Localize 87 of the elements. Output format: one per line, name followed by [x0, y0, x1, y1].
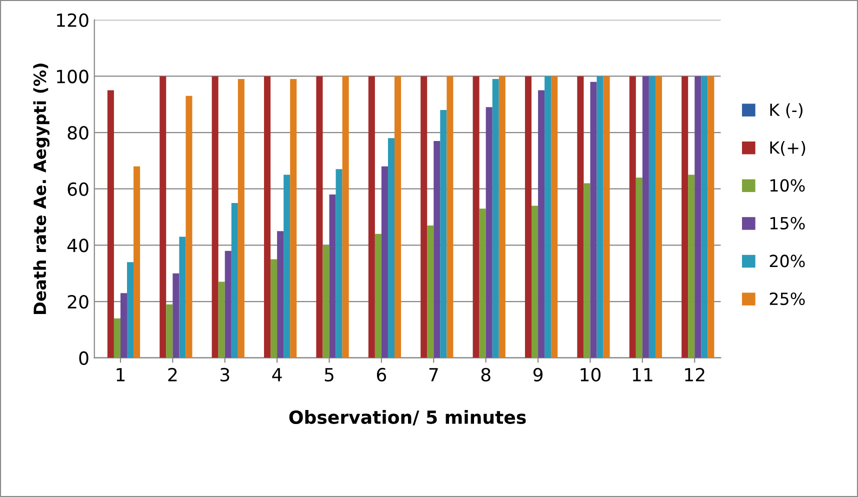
legend-label: 10%	[770, 179, 805, 192]
bar	[551, 76, 558, 358]
x-tick-label: 2	[168, 368, 177, 382]
bar	[107, 90, 114, 358]
bar	[179, 236, 186, 358]
x-tick-label: 12	[685, 368, 704, 382]
bar	[440, 110, 447, 358]
x-tick-label: 6	[376, 368, 386, 382]
y-tick-label: 0	[79, 351, 88, 365]
x-tick-label: 11	[632, 368, 652, 382]
bar	[434, 140, 440, 358]
x-axis-title: Observation/ 5 minutes	[289, 410, 526, 426]
bar	[127, 262, 134, 358]
bar	[277, 231, 284, 358]
bar	[186, 96, 192, 358]
bar	[381, 166, 388, 358]
bar	[120, 293, 127, 358]
bar	[538, 90, 545, 358]
x-tick-label: 8	[481, 368, 490, 382]
y-tick-label: 40	[67, 238, 88, 252]
bar	[172, 273, 180, 358]
bar	[682, 76, 688, 358]
bar	[427, 225, 434, 358]
bar	[388, 138, 394, 358]
x-tick-label: 3	[220, 368, 230, 382]
bar	[524, 76, 532, 358]
legend-label: K (-)	[770, 103, 802, 118]
bar	[336, 169, 342, 358]
y-tick-label: 60	[68, 182, 88, 196]
bar	[270, 259, 278, 358]
bar	[636, 178, 642, 358]
bar	[688, 174, 695, 358]
bar	[596, 76, 604, 358]
bar	[316, 76, 323, 358]
bar	[492, 79, 499, 358]
bar	[218, 282, 225, 358]
bar	[472, 76, 480, 358]
bar	[212, 76, 218, 358]
bar	[603, 76, 610, 358]
y-tick-label: 20	[68, 294, 88, 309]
bar	[238, 79, 244, 358]
bar	[701, 76, 708, 358]
bar	[224, 250, 232, 358]
bar	[655, 76, 662, 358]
bar	[368, 76, 375, 358]
bar	[290, 79, 297, 358]
y-tick-label: 120	[57, 13, 88, 27]
bar	[590, 82, 597, 358]
x-tick-label: 5	[324, 368, 334, 382]
bar	[322, 245, 330, 358]
legend-label: 15%	[770, 216, 805, 230]
x-tick-label: 4	[272, 368, 282, 382]
bar	[374, 234, 382, 358]
bar	[446, 76, 454, 358]
y-tick-label: 80	[68, 126, 88, 140]
bar	[134, 166, 140, 358]
bar	[642, 76, 649, 358]
x-tick-label: 9	[533, 368, 543, 382]
bar	[498, 76, 506, 358]
bar	[532, 206, 538, 358]
x-tick-label: 1	[116, 368, 125, 382]
bar	[544, 76, 552, 358]
x-tick-label: 7	[429, 368, 438, 382]
legend-label: 25%	[770, 292, 805, 306]
y-axis-title: Death rate Ae. Aegypti (%)	[33, 64, 50, 314]
bar	[629, 76, 636, 358]
bar	[284, 174, 290, 358]
bar	[648, 76, 656, 358]
bar	[264, 76, 271, 358]
bar	[342, 76, 349, 358]
bar	[420, 76, 428, 358]
bar	[160, 76, 166, 358]
bar	[479, 208, 486, 358]
bar	[166, 304, 173, 358]
bar	[486, 107, 492, 358]
bar	[329, 194, 336, 358]
bar	[577, 76, 584, 358]
bar	[694, 76, 702, 358]
bar	[394, 76, 402, 358]
bar	[584, 183, 590, 358]
legend-label: K(+)	[770, 141, 806, 156]
x-tick-label: 10	[580, 368, 601, 382]
bar	[708, 76, 714, 358]
bar	[231, 202, 238, 358]
bar	[114, 318, 120, 358]
y-tick-label: 100	[57, 70, 88, 84]
legend-label: 20%	[770, 254, 805, 268]
